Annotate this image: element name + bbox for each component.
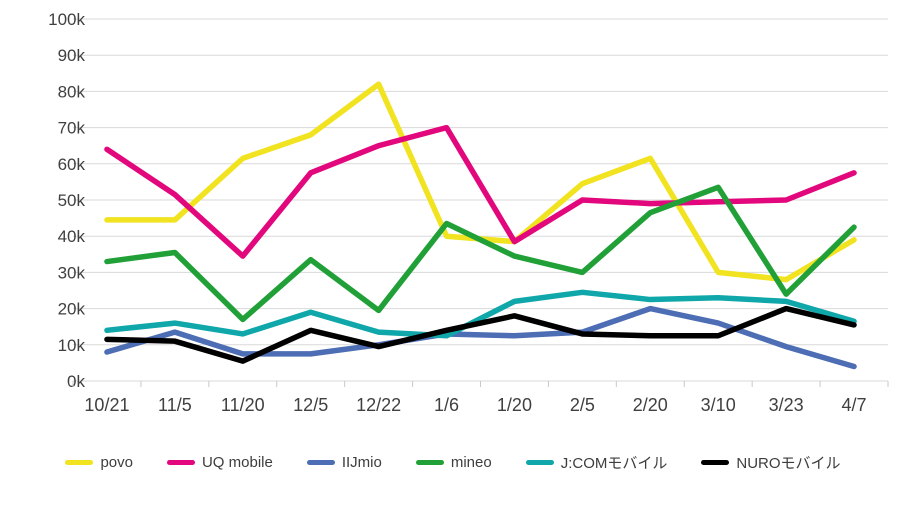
series-line-nuroモバイル bbox=[104, 305, 857, 364]
legend-item-mineo: mineo bbox=[415, 454, 492, 471]
legend-item-iijmio: IIJmio bbox=[306, 454, 382, 471]
x-axis-label: 12/5 bbox=[293, 395, 328, 415]
legend-label: IIJmio bbox=[341, 454, 382, 471]
legend-label: J:COMモバイル bbox=[560, 455, 668, 472]
legend-swatch bbox=[166, 460, 195, 465]
chart-legend: povo UQ mobile IIJmio mineo J:COMモバイル NUROモバイ… bbox=[0, 452, 906, 473]
legend-label: NUROモバイル bbox=[736, 455, 841, 472]
x-axis-label: 12/22 bbox=[356, 395, 401, 415]
y-axis-label: 0k bbox=[67, 372, 85, 391]
x-axis-label: 4/7 bbox=[842, 395, 867, 415]
legend-item-j:comモバイル: J:COMモバイル bbox=[525, 452, 668, 473]
legend-label: povo bbox=[100, 454, 133, 471]
x-axis-label: 1/20 bbox=[497, 395, 532, 415]
y-axis-label: 80k bbox=[58, 82, 86, 101]
y-axis-label: 60k bbox=[58, 155, 86, 174]
x-axis-label: 11/20 bbox=[221, 395, 265, 415]
legend-item-nuroモバイル: NUROモバイル bbox=[701, 452, 841, 473]
y-axis-label: 10k bbox=[58, 336, 86, 355]
y-axis-label: 20k bbox=[58, 300, 86, 319]
y-axis-label: 70k bbox=[58, 119, 86, 138]
x-axis-label: 10/21 bbox=[84, 395, 129, 415]
x-axis-label: 2/5 bbox=[570, 395, 595, 415]
y-axis-label: 100k bbox=[48, 10, 85, 29]
legend-swatch bbox=[415, 460, 444, 465]
legend-swatch bbox=[306, 460, 335, 465]
y-axis-label: 40k bbox=[58, 227, 86, 246]
x-axis-label: 1/6 bbox=[434, 395, 459, 415]
y-axis-label: 90k bbox=[58, 46, 86, 65]
y-axis-label: 30k bbox=[58, 263, 86, 282]
legend-label: mineo bbox=[450, 454, 492, 471]
x-axis-label: 2/20 bbox=[633, 395, 668, 415]
legend-label: UQ mobile bbox=[201, 454, 273, 471]
legend-item-uq-mobile: UQ mobile bbox=[166, 454, 273, 471]
series-line-mineo bbox=[104, 184, 857, 323]
x-axis-label: 3/10 bbox=[701, 395, 736, 415]
legend-swatch bbox=[701, 460, 730, 465]
legend-item-povo: povo bbox=[65, 454, 133, 471]
x-axis-label: 11/5 bbox=[158, 395, 192, 415]
legend-swatch bbox=[65, 460, 94, 465]
series-line-j:comモバイル bbox=[104, 289, 857, 339]
x-axis-label: 3/23 bbox=[769, 395, 804, 415]
y-axis-label: 50k bbox=[58, 191, 86, 210]
legend-swatch bbox=[525, 460, 554, 465]
series-line-iijmio bbox=[104, 305, 857, 370]
chart-plot-area: 0k 10k 20k 30k 40k 50k 60k 70k 80k 90k 100k 10/21 11… bbox=[48, 10, 889, 415]
